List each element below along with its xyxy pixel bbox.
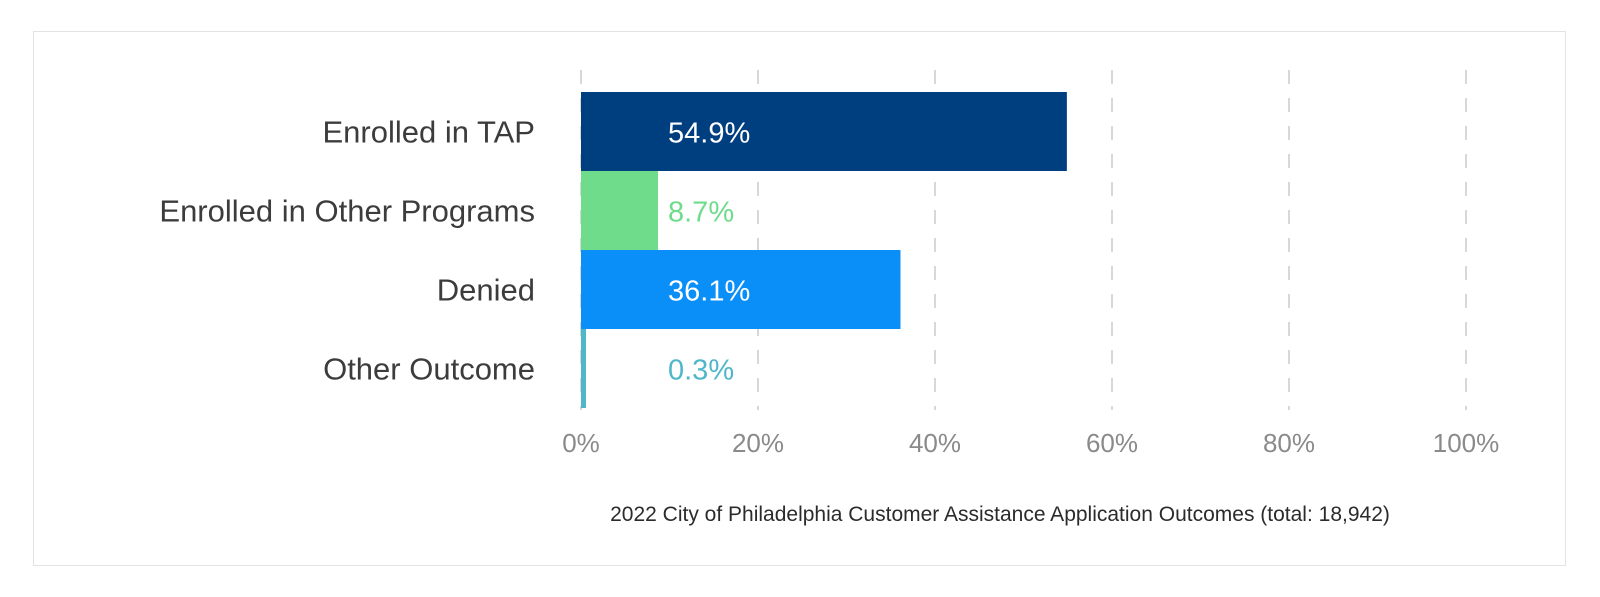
data-label: 54.9% — [668, 118, 750, 150]
data-label: 0.3% — [668, 355, 734, 387]
x-tick-label: 60% — [1086, 428, 1138, 458]
x-tick-label: 0% — [562, 428, 600, 458]
x-tick-label: 80% — [1263, 428, 1315, 458]
bar — [581, 92, 1067, 171]
x-tick-label: 100% — [1433, 428, 1500, 458]
value-labels: 54.9% 8.7% 36.1% 0.3% — [668, 118, 750, 387]
x-tick-label: 40% — [909, 428, 961, 458]
category-label: Other Outcome — [323, 352, 535, 387]
x-axis-caption: 2022 City of Philadelphia Customer Assis… — [610, 503, 1390, 526]
x-tick-label: 20% — [732, 428, 784, 458]
bars — [581, 92, 1067, 408]
category-label: Enrolled in Other Programs — [159, 194, 535, 229]
bar — [581, 250, 901, 329]
category-label: Enrolled in TAP — [322, 115, 535, 150]
data-label: 8.7% — [668, 197, 734, 229]
x-axis-ticks: 0% 20% 40% 60% 80% 100% — [562, 428, 1499, 458]
bar — [581, 171, 658, 250]
category-label: Denied — [437, 273, 535, 308]
data-label: 36.1% — [668, 276, 750, 308]
category-labels: Enrolled in TAP Enrolled in Other Program… — [159, 115, 535, 387]
bar — [581, 329, 586, 408]
